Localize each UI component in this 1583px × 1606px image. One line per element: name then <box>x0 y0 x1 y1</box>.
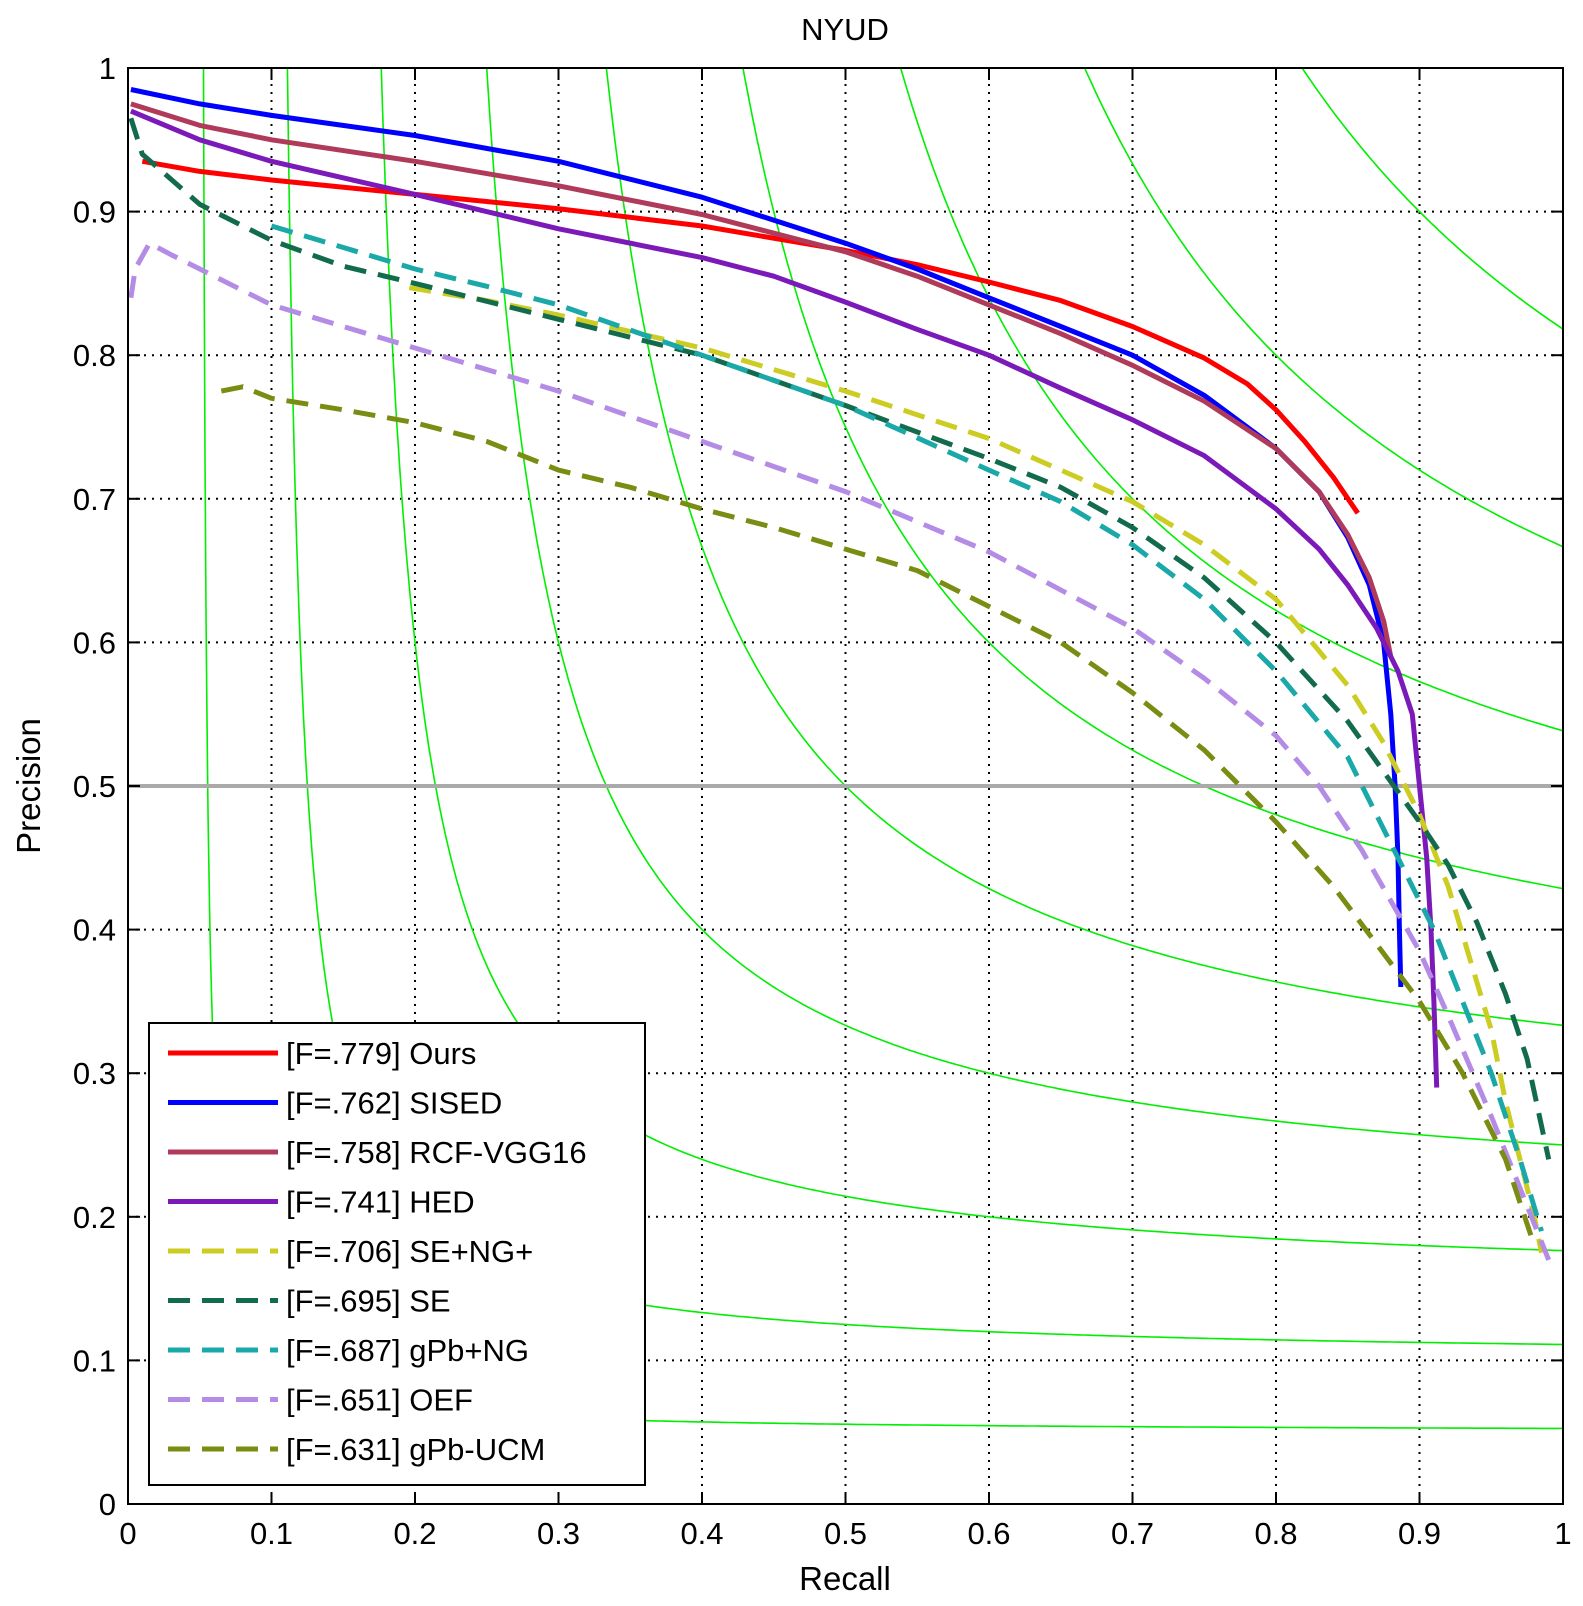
x-tick-label: 0.6 <box>967 1516 1010 1551</box>
x-axis-label: Recall <box>799 1560 891 1597</box>
series-line-6 <box>270 223 1544 1232</box>
legend-label: [F=.706] SE+NG+ <box>286 1234 533 1269</box>
y-axis-label: Precision <box>10 718 47 854</box>
y-tick-label: 0.7 <box>73 482 116 517</box>
y-tick-label: 0.1 <box>73 1343 116 1378</box>
y-tick-label: 0 <box>99 1487 116 1522</box>
legend-label: [F=.651] OEF <box>286 1383 473 1418</box>
iso-f-curve <box>899 68 1563 732</box>
y-tick-label: 0.6 <box>73 625 116 660</box>
chart-title: NYUD <box>801 12 889 47</box>
legend-label: [F=.631] gPb-UCM <box>286 1432 545 1467</box>
legend-label: [F=.687] gPb+NG <box>286 1333 529 1368</box>
x-tick-label: 0.2 <box>393 1516 436 1551</box>
iso-f-curve <box>485 68 1563 1146</box>
iso-f-curve <box>742 68 1563 890</box>
y-tick-label: 0.4 <box>73 913 116 948</box>
series-line-0 <box>141 158 1360 515</box>
iso-f-curve <box>605 68 1563 1027</box>
y-tick-label: 0.2 <box>73 1200 116 1235</box>
series-line-7 <box>128 240 1552 1261</box>
x-tick-label: 0 <box>119 1516 136 1551</box>
x-tick-label: 0.1 <box>250 1516 293 1551</box>
iso-f-curve <box>1083 68 1563 548</box>
y-tick-label: 1 <box>99 51 116 86</box>
series-line-5 <box>128 117 1552 1160</box>
y-tick-label: 0.3 <box>73 1056 116 1091</box>
x-tick-label: 0.7 <box>1111 1516 1154 1551</box>
y-tick-label: 0.9 <box>73 195 116 230</box>
series-line-1 <box>130 87 1404 988</box>
iso-f-curve <box>1301 68 1563 330</box>
x-tick-label: 0.3 <box>537 1516 580 1551</box>
y-tick-label: 0.5 <box>73 769 116 804</box>
x-tick-label: 1 <box>1554 1516 1571 1551</box>
legend: [F=.779] Ours [F=.762] SISED [F=.758] RCF-… <box>148 1022 646 1486</box>
legend-label: [F=.779] Ours <box>286 1036 476 1071</box>
series-line-8 <box>220 384 1537 1247</box>
legend-label: [F=.762] SISED <box>286 1086 502 1121</box>
x-tick-label: 0.8 <box>1254 1516 1297 1551</box>
legend-label: [F=.695] SE <box>286 1284 451 1319</box>
iso-f-curve <box>380 68 1563 1252</box>
series-line-2 <box>130 101 1394 658</box>
x-tick-label: 0.9 <box>1398 1516 1441 1551</box>
x-tick-label: 0.5 <box>824 1516 867 1551</box>
series-line-4 <box>408 285 1544 1254</box>
series-line-3 <box>129 108 1440 1088</box>
series-lines <box>128 87 1552 1261</box>
axis-ticks: 0 0.1 0.2 0.3 0.4 0.5 0.6 0.7 0.8 0.9 1 0 0.1 0.2 0.3 0… <box>73 51 1572 1551</box>
legend-label: [F=.758] RCF-VGG16 <box>286 1135 587 1170</box>
legend-label: [F=.741] HED <box>286 1185 475 1220</box>
y-tick-label: 0.8 <box>73 338 116 373</box>
x-tick-label: 0.4 <box>680 1516 723 1551</box>
